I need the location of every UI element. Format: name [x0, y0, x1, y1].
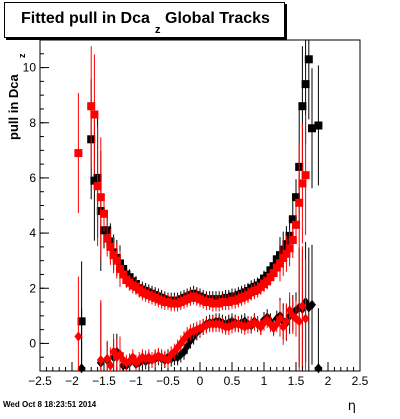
x-axis-label: η — [348, 399, 356, 414]
data-point-diamond — [276, 313, 284, 324]
data-point-square — [308, 124, 316, 133]
data-point-square — [96, 193, 105, 202]
chart-title-subscript: z — [155, 24, 161, 36]
data-point-square — [109, 251, 118, 260]
data-point-square — [100, 209, 108, 218]
data-point-square — [292, 220, 300, 229]
data-point-square — [272, 263, 281, 272]
data-point-square — [276, 259, 284, 268]
x-tick-label: 0 — [197, 374, 204, 388]
x-tick-label: −2 — [65, 374, 79, 388]
data-point-diamond — [106, 360, 115, 371]
x-tick-label: 2.5 — [352, 374, 369, 388]
y-tick-label: 2 — [29, 281, 36, 295]
data-point-square — [304, 55, 313, 64]
data-point-diamond — [77, 363, 86, 374]
chart-title-main: Fitted pull in Dca — [21, 10, 150, 27]
x-tick-label: 2 — [325, 374, 332, 388]
data-point-square — [295, 198, 304, 207]
timestamp-footer: Wed Oct 8 18:23:51 2014 — [3, 400, 97, 409]
data-point-square — [301, 80, 310, 89]
data-point-square — [288, 235, 297, 244]
x-tick-label: −1.5 — [92, 374, 116, 388]
y-tick-label: 10 — [23, 61, 37, 75]
data-point-square — [292, 193, 300, 202]
data-point-diamond — [103, 353, 112, 364]
data-point-square — [272, 255, 281, 264]
data-point-diamond — [96, 354, 105, 365]
chart-title-tail: Global Tracks — [165, 10, 270, 27]
data-point-diamond — [314, 363, 323, 374]
y-tick-label: 0 — [29, 336, 36, 350]
data-point-square — [298, 102, 307, 111]
x-tick-label: 1.5 — [288, 374, 305, 388]
data-point-diamond — [295, 316, 304, 327]
data-point-square — [103, 234, 112, 243]
data-point-square — [116, 264, 124, 273]
data-point-square — [112, 256, 121, 265]
data-point-diamond — [74, 331, 83, 342]
data-point-diamond — [282, 316, 291, 327]
data-point-square — [263, 277, 272, 286]
data-point-square — [106, 242, 115, 251]
data-point-square — [87, 102, 96, 111]
x-tick-label: 1 — [261, 374, 268, 388]
data-point-diamond — [308, 299, 316, 310]
y-axis-label-subscript: z — [17, 53, 27, 58]
data-point-diamond — [298, 301, 307, 312]
x-tick-label: −0.5 — [156, 374, 180, 388]
x-tick-label: 0.5 — [224, 374, 241, 388]
x-tick-label: −2.5 — [28, 374, 52, 388]
data-point-square — [279, 253, 288, 262]
chart-title-box: Fitted pull in Dca z Global Tracks — [4, 2, 285, 38]
data-point-diamond — [301, 313, 310, 324]
data-point-square — [314, 121, 323, 130]
data-point-square — [298, 179, 307, 188]
y-tick-label: 8 — [29, 116, 36, 130]
data-point-square — [301, 171, 310, 180]
y-axis-label: pull in Dca — [6, 74, 21, 141]
data-point-square — [93, 182, 102, 191]
y-tick-label: 6 — [29, 171, 36, 185]
x-tick-label: −1 — [129, 374, 143, 388]
data-point-square — [285, 244, 294, 253]
data-point-square — [288, 215, 297, 224]
data-point-square — [90, 110, 99, 119]
data-point-square — [269, 269, 278, 278]
data-point-square — [282, 249, 291, 258]
data-point-square — [119, 270, 128, 279]
data-point-square — [74, 149, 83, 158]
y-tick-label: 4 — [29, 226, 36, 240]
data-point-square — [266, 273, 275, 282]
